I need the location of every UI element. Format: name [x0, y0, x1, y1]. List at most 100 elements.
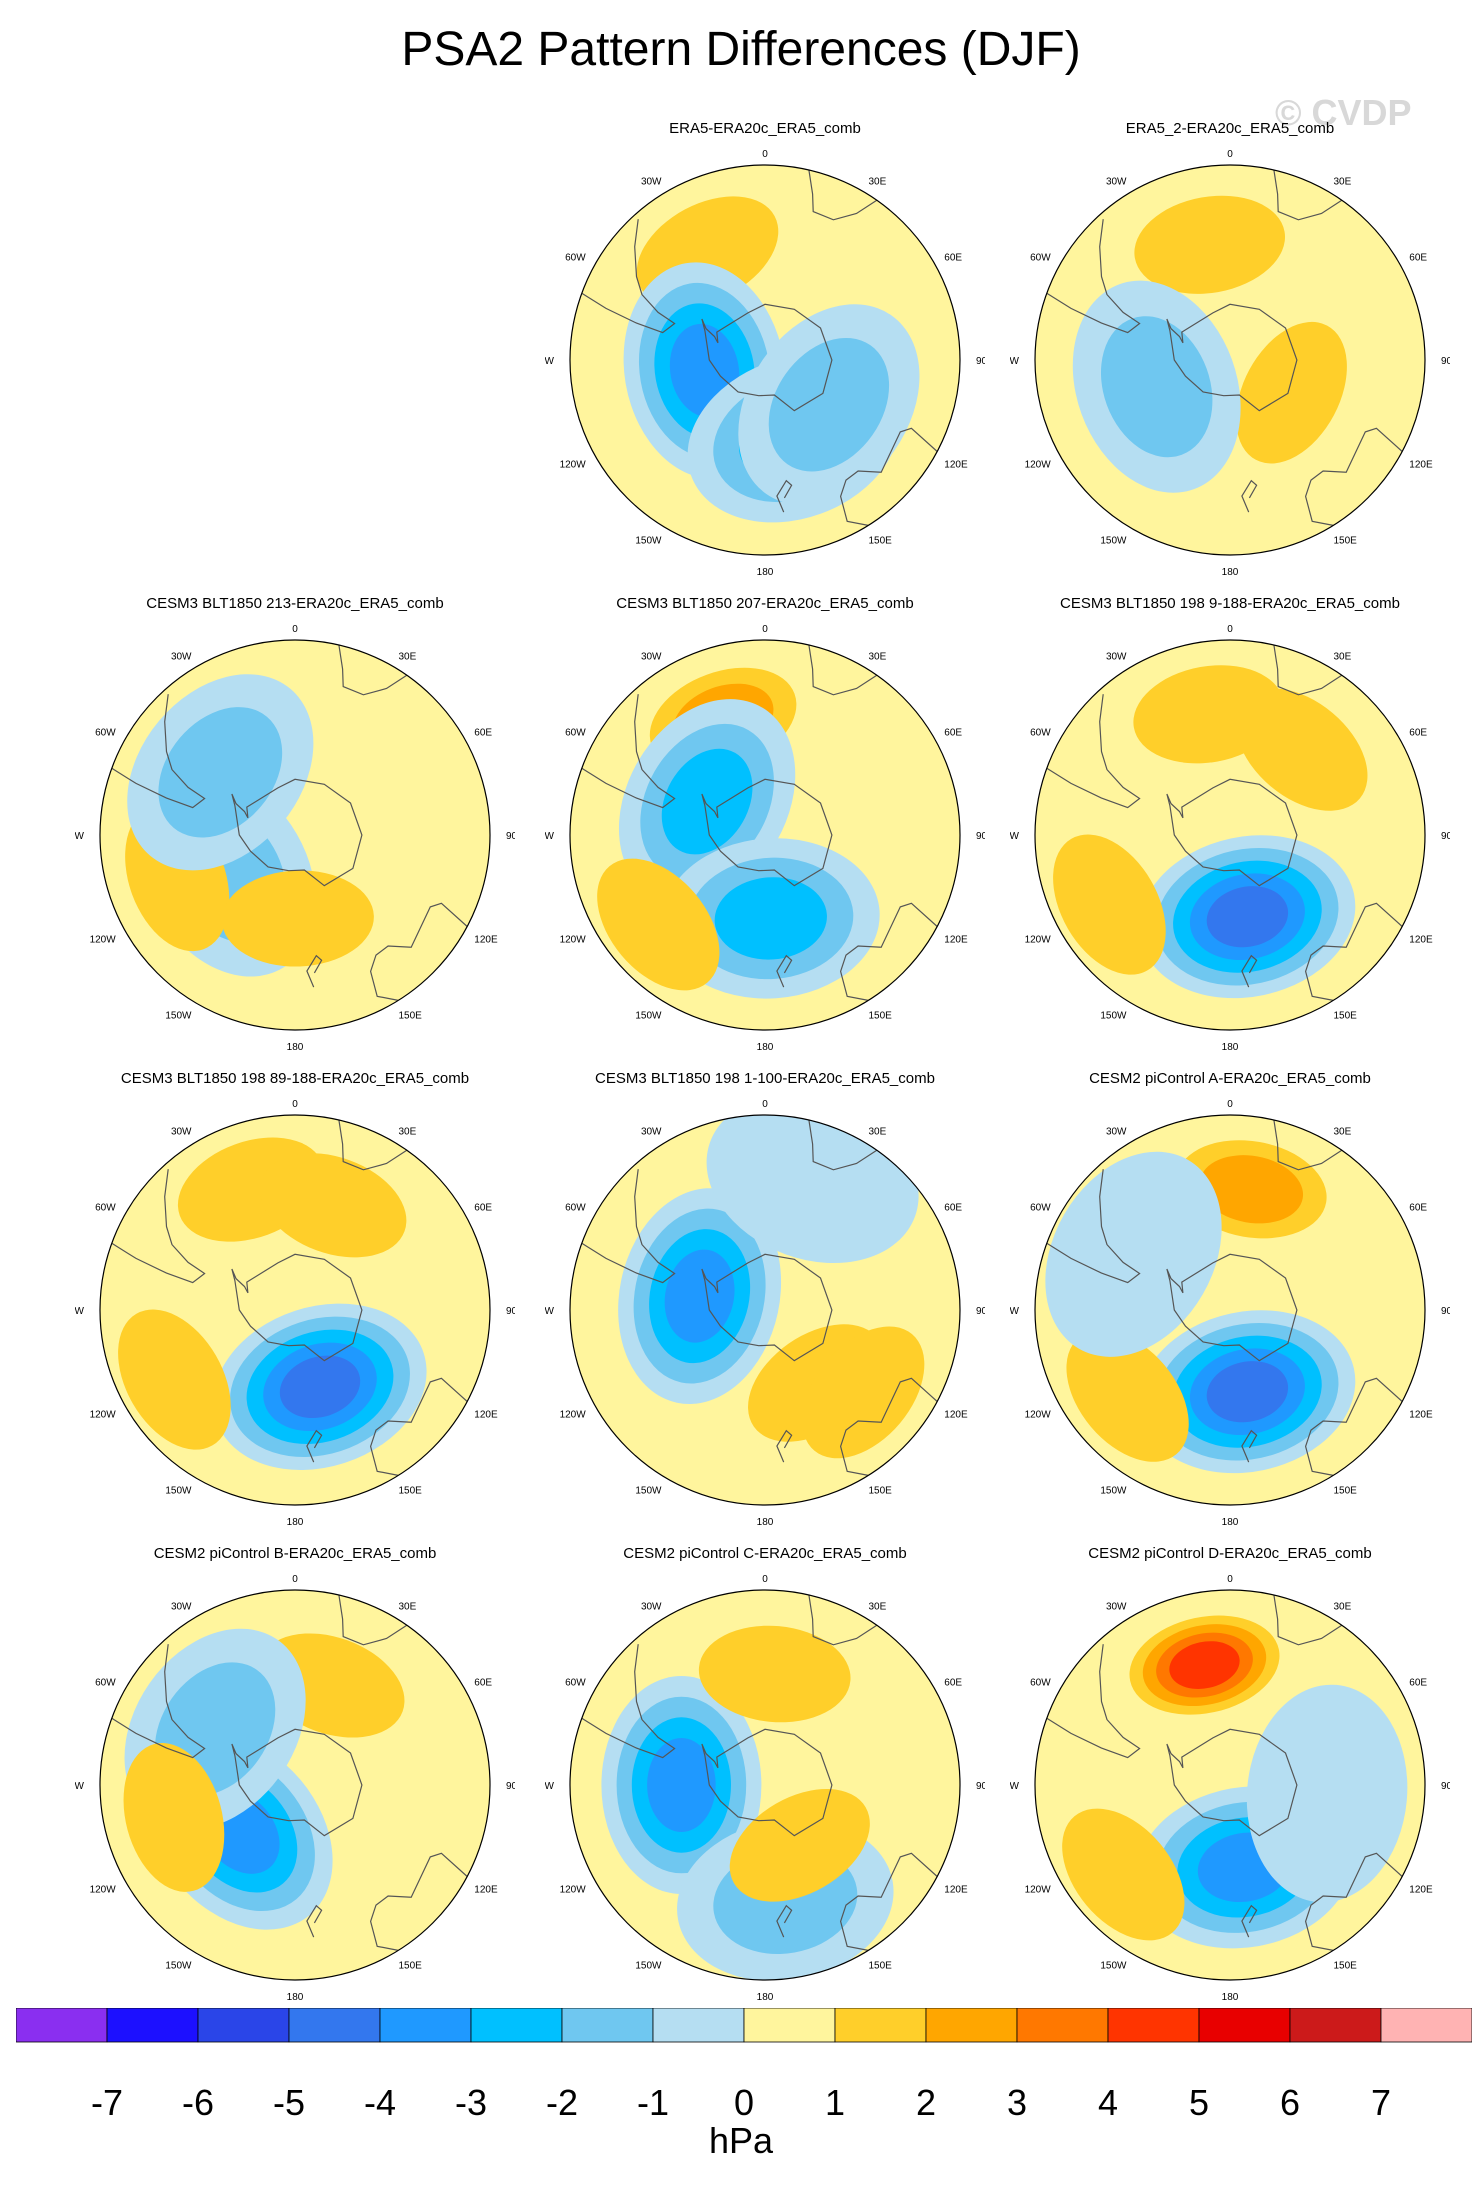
- continent-coastline: [581, 219, 676, 334]
- coastlines: [581, 1594, 938, 1951]
- map-border: [569, 1114, 961, 1506]
- contour-fill: [1066, 1330, 1189, 1462]
- longitude-label: 120E: [944, 460, 968, 471]
- continent-coastline: [1304, 1852, 1403, 1951]
- contour-fill: [768, 337, 890, 472]
- longitude-label: 120W: [560, 1885, 587, 1896]
- longitude-label: 30E: [1334, 1127, 1352, 1138]
- longitude-label: 0: [1227, 624, 1233, 635]
- colorbar-tick-label: -4: [363, 2082, 396, 2123]
- continent-coastline: [111, 1169, 206, 1284]
- longitude-label: 120E: [944, 935, 968, 946]
- longitude-label: 60W: [565, 728, 586, 739]
- map-border: [569, 164, 961, 556]
- continent-coastline: [1241, 1904, 1258, 1938]
- colorbar-swatch: [1198, 2008, 1291, 2043]
- polar-map: 0 30E 60E 90E 120E 150E 180 150W 120W 90W 60W 30W: [75, 624, 515, 1053]
- longitude-label: 0: [1227, 1099, 1233, 1110]
- continent-coastline: [776, 954, 793, 988]
- contour-fill: [279, 1355, 361, 1419]
- colorbar-tick-label: -3: [454, 2082, 487, 2123]
- panel-title: CESM3 BLT1850 213-ERA20c_ERA5_comb: [146, 595, 444, 612]
- continent-coastline: [839, 902, 938, 1001]
- longitude-label: 150W: [1100, 1960, 1127, 1971]
- longitude-label: 0: [762, 1574, 768, 1585]
- longitude-label: 30W: [171, 1602, 192, 1613]
- coastlines: [111, 644, 468, 1001]
- polar-map: 0 30E 60E 90E 120E 150E 180 150W 120W 90W 60W 30W: [75, 1099, 515, 1528]
- continent-coastline: [581, 1644, 676, 1759]
- longitude-label: 30W: [1106, 1602, 1127, 1613]
- longitude-label: 90E: [976, 1306, 985, 1317]
- antarctica-coastline: [701, 778, 833, 887]
- panel-title: ERA5-ERA20c_ERA5_comb: [669, 120, 861, 137]
- longitude-label: 0: [292, 624, 298, 635]
- continent-coastline: [1241, 954, 1258, 988]
- longitude-label: 150E: [399, 1485, 423, 1496]
- longitude-label: 150W: [635, 1960, 662, 1971]
- longitude-label: 150W: [635, 1485, 662, 1496]
- longitude-label: 150E: [1334, 1960, 1358, 1971]
- map-border: [1034, 1114, 1426, 1506]
- map-border: [99, 1114, 491, 1506]
- coastlines: [581, 644, 938, 1001]
- continent-coastline: [776, 1429, 793, 1463]
- polar-map: 0 30E 60E 90E 120E 150E 180 150W 120W 90W 60W 30W: [1010, 1574, 1450, 2003]
- contour-fill: [1206, 1361, 1289, 1423]
- map-panel: CESM3 BLT1850 207-ERA20c_ERA5_comb 0 30E 60…: [545, 595, 985, 1065]
- longitude-label: 60W: [1030, 728, 1051, 739]
- continent-coastline: [1241, 479, 1258, 513]
- contour-fill: [221, 870, 374, 967]
- longitude-label: 0: [762, 624, 768, 635]
- colorbar-swatch: [561, 2008, 654, 2043]
- longitude-label: 150W: [1100, 1485, 1127, 1496]
- page-title: PSA2 Pattern Differences (DJF): [401, 23, 1081, 76]
- continent-coastline: [776, 1904, 793, 1938]
- continent-coastline: [581, 694, 676, 809]
- longitude-label: 30W: [1106, 652, 1127, 663]
- longitude-label: 30W: [171, 1127, 192, 1138]
- longitude-label: 180: [1222, 1042, 1239, 1053]
- map-panel: CESM2 piControl B-ERA20c_ERA5_comb 0 30E 60…: [75, 1545, 515, 2015]
- longitude-label: 90W: [545, 1306, 555, 1317]
- colorbar-swatch: [1016, 2008, 1109, 2043]
- panel-title: ERA5_2-ERA20c_ERA5_comb: [1125, 120, 1335, 137]
- longitude-label: 30E: [869, 652, 887, 663]
- map-panel: ERA5-ERA20c_ERA5_comb 0 30E 60E 90E 120E 150E 1…: [545, 120, 985, 590]
- longitude-label: 180: [287, 1042, 304, 1053]
- longitude-label: 120W: [1025, 460, 1052, 471]
- map-panel: CESM2 piControl D-ERA20c_ERA5_comb 0 30E 60…: [1010, 1545, 1450, 2015]
- map-border: [99, 1589, 491, 1981]
- longitude-label: 60W: [1030, 253, 1051, 264]
- continent-coastline: [1304, 1377, 1403, 1476]
- longitude-label: 120E: [944, 1410, 968, 1421]
- coastlines: [1046, 1594, 1403, 1951]
- longitude-label: 180: [757, 567, 774, 578]
- panel-title: CESM2 piControl C-ERA20c_ERA5_comb: [623, 1545, 907, 1562]
- longitude-label: 120E: [1409, 460, 1433, 471]
- longitude-label: 150W: [165, 1010, 192, 1021]
- longitude-label: 0: [762, 149, 768, 160]
- map-panel: CESM3 BLT1850 198 1-100-ERA20c_ERA5_comb…: [545, 1070, 985, 1540]
- colorbar-units-label: hPa: [708, 2120, 774, 2161]
- longitude-label: 120E: [1409, 1885, 1433, 1896]
- longitude-label: 0: [1227, 149, 1233, 160]
- longitude-label: 150E: [399, 1960, 423, 1971]
- antarctica-coastline: [231, 1728, 363, 1837]
- longitude-label: 60E: [1409, 1678, 1427, 1689]
- contour-fill: [1062, 1808, 1185, 1941]
- longitude-label: 180: [1222, 1992, 1239, 2003]
- longitude-label: 30E: [399, 652, 417, 663]
- antarctica-coastline: [701, 1728, 833, 1837]
- longitude-label: 90E: [506, 1781, 515, 1792]
- antarctica-coastline: [1166, 1253, 1298, 1362]
- longitude-label: 0: [292, 1574, 298, 1585]
- colorbar-tick-label: -5: [272, 2082, 305, 2123]
- map-border: [1034, 639, 1426, 1031]
- colorbar-swatch: [470, 2008, 563, 2043]
- colorbar-tick-label: 0: [733, 2082, 755, 2123]
- contour-fill: [123, 1742, 225, 1892]
- longitude-label: 60W: [95, 1678, 116, 1689]
- longitude-label: 30W: [641, 652, 662, 663]
- longitude-label: 30E: [399, 1127, 417, 1138]
